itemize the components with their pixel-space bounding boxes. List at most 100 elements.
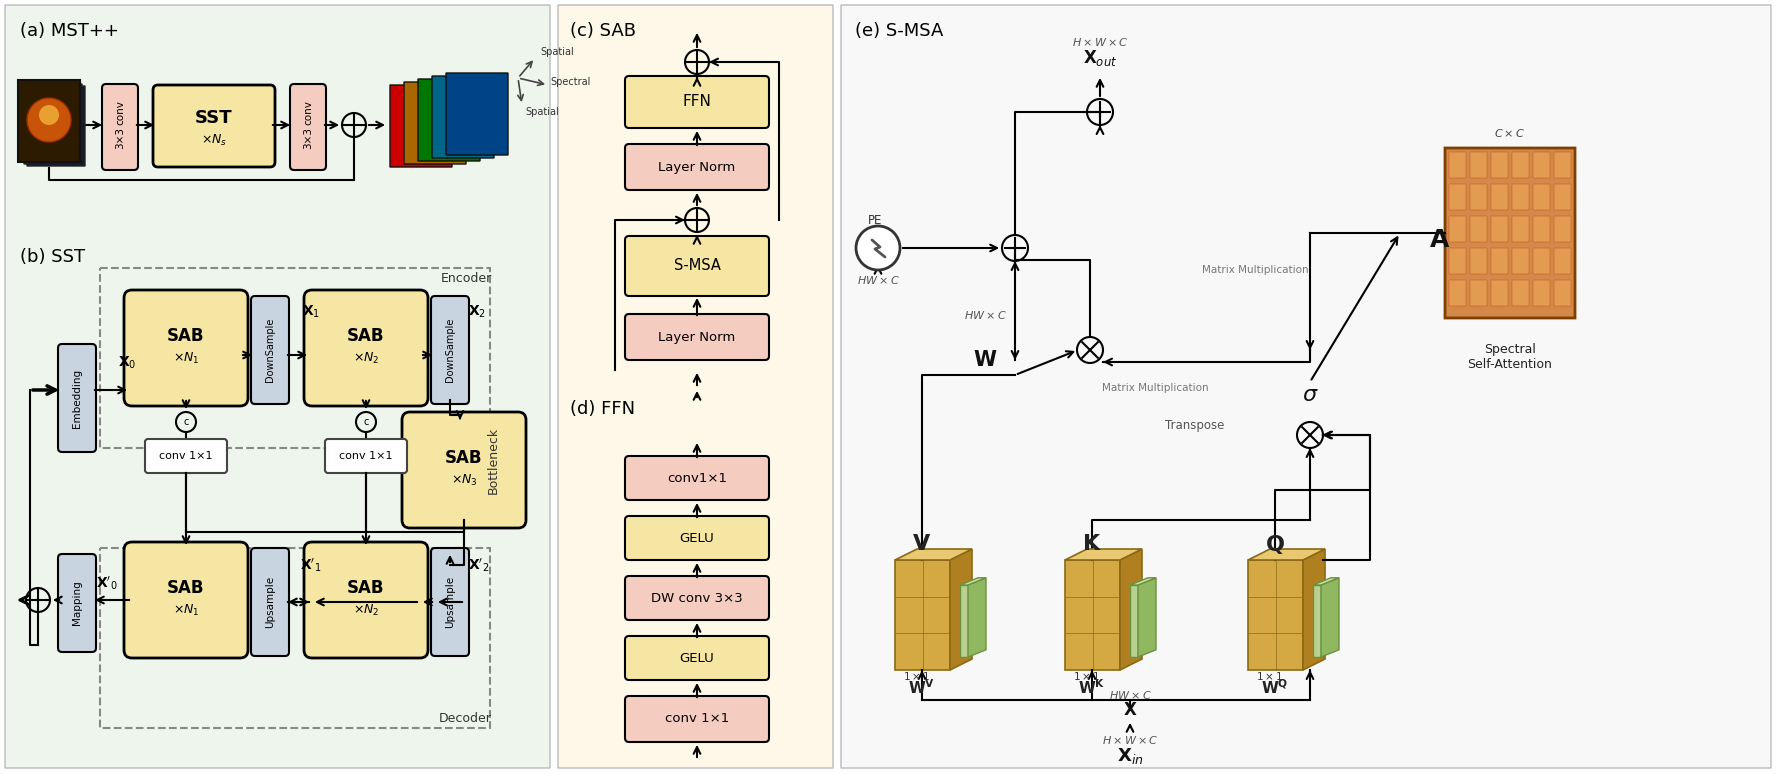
FancyBboxPatch shape	[1470, 152, 1486, 178]
Text: Upsample: Upsample	[444, 576, 455, 628]
FancyBboxPatch shape	[146, 439, 228, 473]
Text: Matrix Multiplication: Matrix Multiplication	[1202, 265, 1309, 275]
Text: conv1×1: conv1×1	[667, 471, 727, 485]
Text: $\mathbf{X}$: $\mathbf{X}$	[1122, 701, 1138, 719]
Polygon shape	[1138, 578, 1156, 657]
Text: 3×3: 3×3	[302, 127, 313, 149]
Text: $\times N_1$: $\times N_1$	[172, 351, 199, 365]
FancyBboxPatch shape	[59, 554, 96, 652]
Text: $\times N_s$: $\times N_s$	[201, 132, 228, 148]
Polygon shape	[1312, 578, 1339, 585]
FancyBboxPatch shape	[1492, 152, 1508, 178]
Text: Transpose: Transpose	[1165, 419, 1225, 431]
Text: $\mathbf{V}$: $\mathbf{V}$	[912, 534, 932, 554]
Polygon shape	[1131, 585, 1138, 657]
Text: $\mathbf{X}'_0$: $\mathbf{X}'_0$	[96, 574, 117, 592]
Text: $\mathbf{W}$: $\mathbf{W}$	[973, 350, 997, 370]
Text: Spectral: Spectral	[549, 77, 590, 87]
Text: SAB: SAB	[347, 327, 384, 345]
Text: conv: conv	[116, 101, 124, 125]
Text: $\times N_1$: $\times N_1$	[172, 602, 199, 618]
FancyBboxPatch shape	[404, 82, 466, 164]
FancyBboxPatch shape	[1449, 248, 1467, 274]
FancyBboxPatch shape	[430, 296, 469, 404]
FancyBboxPatch shape	[418, 79, 480, 161]
Text: Encoder: Encoder	[441, 272, 493, 285]
Text: $\mathbf{X}_{out}$: $\mathbf{X}_{out}$	[1083, 48, 1117, 68]
Text: $\times N_2$: $\times N_2$	[352, 351, 379, 365]
Text: $\times N_2$: $\times N_2$	[352, 602, 379, 618]
FancyBboxPatch shape	[1554, 216, 1572, 242]
FancyBboxPatch shape	[626, 314, 770, 360]
FancyBboxPatch shape	[1554, 184, 1572, 210]
FancyBboxPatch shape	[1492, 280, 1508, 306]
Circle shape	[39, 105, 59, 125]
Text: $\mathbf{X}_1$: $\mathbf{X}_1$	[302, 304, 320, 320]
FancyBboxPatch shape	[251, 548, 290, 656]
FancyBboxPatch shape	[1554, 280, 1572, 306]
Text: (e) S-MSA: (e) S-MSA	[855, 22, 944, 40]
Polygon shape	[967, 578, 987, 657]
FancyBboxPatch shape	[626, 456, 770, 500]
FancyBboxPatch shape	[626, 636, 770, 680]
Text: $\times N_3$: $\times N_3$	[450, 472, 477, 488]
FancyBboxPatch shape	[1470, 216, 1486, 242]
FancyBboxPatch shape	[1511, 184, 1529, 210]
Text: Spectral
Self-Attention: Spectral Self-Attention	[1467, 343, 1552, 371]
Text: S-MSA: S-MSA	[674, 259, 720, 273]
FancyBboxPatch shape	[1449, 152, 1467, 178]
Polygon shape	[960, 585, 967, 657]
Polygon shape	[1312, 585, 1321, 657]
Text: GELU: GELU	[679, 532, 715, 544]
Text: $\mathbf{W^K}$: $\mathbf{W^K}$	[1077, 679, 1106, 697]
FancyBboxPatch shape	[124, 542, 247, 658]
FancyBboxPatch shape	[59, 344, 96, 452]
FancyBboxPatch shape	[1470, 184, 1486, 210]
FancyBboxPatch shape	[290, 84, 325, 170]
Polygon shape	[1120, 549, 1141, 670]
FancyBboxPatch shape	[389, 85, 452, 167]
FancyBboxPatch shape	[1554, 152, 1572, 178]
FancyBboxPatch shape	[1554, 248, 1572, 274]
Text: $\mathbf{X}'_1$: $\mathbf{X}'_1$	[300, 557, 322, 574]
FancyBboxPatch shape	[1533, 248, 1550, 274]
Text: $\mathbf{W^Q}$: $\mathbf{W^Q}$	[1261, 679, 1289, 697]
FancyBboxPatch shape	[1446, 148, 1575, 318]
Text: conv 1×1: conv 1×1	[160, 451, 213, 461]
Polygon shape	[1131, 578, 1156, 585]
FancyBboxPatch shape	[1492, 184, 1508, 210]
FancyBboxPatch shape	[1533, 184, 1550, 210]
Text: SAB: SAB	[167, 579, 204, 597]
FancyBboxPatch shape	[1511, 216, 1529, 242]
Text: Embedding: Embedding	[71, 368, 82, 427]
Polygon shape	[1321, 578, 1339, 657]
Text: $HW\times C$: $HW\times C$	[964, 309, 1006, 321]
FancyBboxPatch shape	[325, 439, 407, 473]
Text: $1\times 1$: $1\times 1$	[1255, 670, 1284, 682]
FancyBboxPatch shape	[626, 696, 770, 742]
Polygon shape	[1303, 549, 1325, 670]
Text: $HW\times C$: $HW\times C$	[1109, 689, 1152, 701]
FancyBboxPatch shape	[626, 76, 770, 128]
Text: Spatial: Spatial	[525, 107, 558, 117]
FancyBboxPatch shape	[1511, 248, 1529, 274]
Text: $\mathbf{A}$: $\mathbf{A}$	[1430, 228, 1451, 252]
Text: $\mathbf{X}_{in}$: $\mathbf{X}_{in}$	[1117, 746, 1143, 766]
Text: c: c	[183, 417, 188, 427]
Text: DownSample: DownSample	[444, 318, 455, 382]
Text: Upsample: Upsample	[265, 576, 276, 628]
Text: $\mathbf{X}'_2$: $\mathbf{X}'_2$	[468, 557, 489, 574]
FancyBboxPatch shape	[304, 290, 428, 406]
FancyBboxPatch shape	[626, 144, 770, 190]
Text: c: c	[363, 417, 368, 427]
FancyBboxPatch shape	[124, 290, 247, 406]
Polygon shape	[1065, 549, 1141, 560]
FancyBboxPatch shape	[402, 412, 526, 528]
FancyBboxPatch shape	[153, 85, 276, 167]
Text: $\mathbf{X}_2$: $\mathbf{X}_2$	[468, 304, 485, 320]
FancyBboxPatch shape	[5, 5, 549, 768]
FancyBboxPatch shape	[304, 542, 428, 658]
Text: $\mathbf{Q}$: $\mathbf{Q}$	[1266, 533, 1285, 556]
Polygon shape	[894, 560, 949, 670]
Circle shape	[855, 226, 900, 270]
